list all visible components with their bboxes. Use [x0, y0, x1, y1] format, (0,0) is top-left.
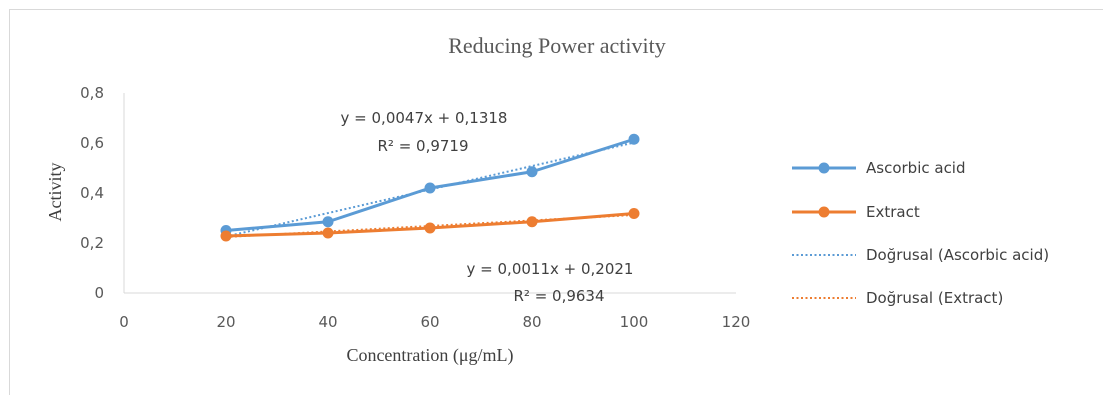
x-tick-label: 60	[420, 313, 439, 331]
legend-label-trend-extract: Doğrusal (Extract)	[866, 289, 1003, 307]
legend: Ascorbic acid Extract Doğrusal (Ascorbic…	[792, 159, 1049, 307]
y-tick-label: 0,2	[80, 234, 104, 252]
legend-item-extract: Extract	[792, 203, 920, 221]
x-tick-label: 20	[216, 313, 235, 331]
x-axis-label: Concentration (μg/mL)	[346, 345, 513, 366]
data-point	[526, 216, 538, 228]
trend-r2-extract: R² = 0,9634	[513, 287, 604, 305]
x-tick-label: 100	[620, 313, 649, 331]
data-point	[628, 133, 640, 145]
legend-item-trend-extract: Doğrusal (Extract)	[792, 289, 1003, 307]
legend-marker-extract	[818, 206, 830, 218]
data-point	[322, 216, 334, 228]
data-point	[628, 208, 640, 219]
y-tick-label: 0,8	[80, 84, 104, 102]
x-tick-label: 40	[318, 313, 337, 331]
legend-marker-ascorbic	[818, 162, 830, 174]
legend-label-ascorbic: Ascorbic acid	[866, 159, 966, 177]
y-tick-label: 0,6	[80, 134, 104, 152]
trend-equation-ascorbic: y = 0,0047x + 0,1318	[341, 109, 508, 127]
data-point	[220, 230, 232, 242]
chart-frame	[9, 9, 1103, 395]
trend-r2-ascorbic: R² = 0,9719	[377, 137, 468, 155]
data-point	[424, 222, 436, 234]
legend-label-extract: Extract	[866, 203, 920, 221]
data-point	[424, 182, 436, 194]
legend-label-trend-ascorbic: Doğrusal (Ascorbic acid)	[866, 246, 1049, 264]
data-point	[526, 166, 538, 178]
legend-item-ascorbic: Ascorbic acid	[792, 159, 966, 177]
chart-title: Reducing Power activity	[448, 33, 666, 58]
data-point	[322, 227, 334, 239]
legend-item-trend-ascorbic: Doğrusal (Ascorbic acid)	[792, 246, 1049, 264]
y-axis-label: Activity	[45, 163, 65, 222]
y-tick-label: 0,4	[80, 184, 104, 202]
x-tick-label: 0	[119, 313, 129, 331]
y-tick-label: 0	[94, 284, 104, 302]
x-tick-label: 120	[722, 313, 751, 331]
x-tick-label: 80	[522, 313, 541, 331]
trend-equation-extract: y = 0,0011x + 0,2021	[467, 260, 634, 278]
